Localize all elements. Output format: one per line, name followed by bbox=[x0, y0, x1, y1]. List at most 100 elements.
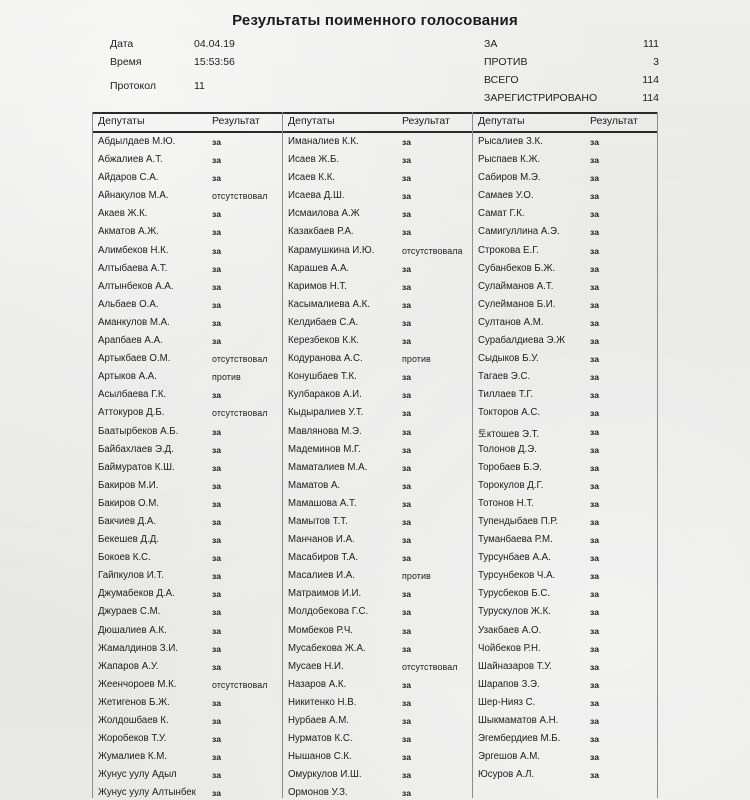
table-row: Бакиров О.М. за bbox=[92, 498, 282, 516]
table-row: Субанбеков Б.Ж. за bbox=[472, 263, 658, 281]
deputy-name: Жапаров А.У. bbox=[98, 660, 159, 672]
vote-result: за bbox=[590, 535, 600, 546]
table-row: Альбаев О.А. за bbox=[92, 299, 282, 317]
vote-result: отсутствовала bbox=[402, 245, 463, 256]
table-row: Турускулов Ж.К. за bbox=[472, 606, 658, 624]
meta-label: Дата bbox=[110, 38, 134, 50]
deputy-name: Касымалиева А.К. bbox=[288, 298, 370, 310]
deputy-name: Жеенчороев М.К. bbox=[98, 678, 177, 690]
meta-label: Протокол bbox=[110, 80, 156, 92]
vote-result: за bbox=[590, 227, 600, 238]
deputy-name: Тиллаев Т.Г. bbox=[478, 389, 534, 401]
table-row: Манчанов И.А. за bbox=[282, 534, 472, 552]
table-row: Казакбаев Р.А. за bbox=[282, 226, 472, 244]
table-row: Баймуратов К.Ш. за bbox=[92, 462, 282, 480]
vote-result: за bbox=[402, 643, 412, 654]
table-row: 토ктошев Э.Т. за bbox=[472, 426, 658, 444]
deputy-name: Маматов А. bbox=[288, 479, 341, 491]
deputy-name: Субанбеков Б.Ж. bbox=[478, 262, 556, 274]
table-row: Нурбаев А.М. за bbox=[282, 715, 472, 733]
table-row: Масалиев И.А. против bbox=[282, 570, 472, 588]
vote-result: отсутствовал bbox=[212, 354, 268, 365]
table-row: Келдибаев С.А. за bbox=[282, 317, 472, 335]
vote-result: за bbox=[590, 245, 600, 256]
meta-row: ПРОТИВ 3 bbox=[484, 56, 659, 74]
vote-result: за bbox=[402, 155, 412, 166]
vote-result: за bbox=[402, 716, 412, 726]
page-title: Результаты поименного голосования bbox=[232, 12, 518, 29]
vote-result: за bbox=[402, 408, 412, 419]
vote-result: за bbox=[402, 553, 412, 564]
vote-result: за bbox=[212, 299, 222, 310]
deputy-name: Байбахлаев Э.Д. bbox=[98, 443, 174, 455]
deputy-name: Масалиев И.А. bbox=[288, 570, 355, 582]
deputy-name: Исаев К.К. bbox=[288, 172, 336, 184]
vote-result: за bbox=[212, 317, 222, 328]
deputy-name: Мусаев Н.И. bbox=[288, 660, 344, 672]
column-divider-1 bbox=[282, 112, 283, 798]
vote-result: против bbox=[402, 354, 431, 365]
table-row: Мадеминов М.Г. за bbox=[282, 444, 472, 462]
table-row: Толонов Д.Э. за bbox=[472, 444, 658, 462]
vote-result: за bbox=[212, 227, 222, 238]
vote-result: за bbox=[402, 607, 412, 618]
meta-label: ВСЕГО bbox=[484, 74, 519, 86]
deputy-name: Шыкмаматов А.Н. bbox=[478, 715, 559, 726]
vote-result: за bbox=[212, 697, 222, 708]
deputy-name: Абдылдаев М.Ю. bbox=[98, 136, 176, 147]
deputy-name: Шайназаров Т.У. bbox=[478, 660, 552, 672]
table-row: Алимбеков Н.К. за bbox=[92, 245, 282, 263]
table-row: Дюшалиев А.К. за bbox=[92, 625, 282, 643]
table-row: Эргешов А.М. за bbox=[472, 751, 658, 769]
deputy-name: Нурматов К.С. bbox=[288, 733, 353, 745]
deputy-name: Альбаев О.А. bbox=[98, 298, 159, 310]
deputy-name: Жунус уулу Алтынбек bbox=[98, 787, 196, 799]
table-row: Байбахлаев Э.Д. за bbox=[92, 444, 282, 462]
vote-result: за bbox=[402, 191, 412, 202]
deputy-name: Карамушкина И.Ю. bbox=[288, 244, 375, 256]
deputy-name: Ормонов У.З. bbox=[288, 787, 348, 799]
deputy-name: Жоробеков Т.У. bbox=[98, 733, 167, 745]
table-row: Исаев Ж.Б. за bbox=[282, 154, 472, 172]
vote-result: за bbox=[590, 281, 600, 292]
vote-result: за bbox=[212, 390, 222, 401]
deputy-name: Дюшалиев А.К. bbox=[98, 624, 167, 636]
deputy-name: Турускулов Ж.К. bbox=[478, 606, 551, 618]
table-row: Жеенчороев М.К. отсутствовал bbox=[92, 679, 282, 697]
vote-result: отсутствовал bbox=[212, 408, 268, 419]
deputy-name: Акаев Ж.К. bbox=[98, 208, 148, 220]
vote-result: против bbox=[212, 372, 241, 383]
vote-result: за bbox=[402, 625, 412, 636]
table-row: Айнакулов М.А. отсутствовал bbox=[92, 190, 282, 208]
meta-value: 11 bbox=[194, 80, 205, 92]
column-header-deputies: Депутаты bbox=[98, 115, 145, 127]
table-row: Сыдыков Б.У. за bbox=[472, 353, 658, 371]
vote-result: за bbox=[590, 643, 600, 654]
vote-result: за bbox=[212, 734, 222, 745]
vote-result: за bbox=[590, 734, 600, 745]
deputy-name: Нышанов С.К. bbox=[288, 751, 352, 763]
table-row: Никитенко Н.В. за bbox=[282, 697, 472, 715]
vote-result: за bbox=[590, 299, 600, 310]
vote-result: за bbox=[402, 462, 412, 473]
deputy-name: Султанов А.М. bbox=[478, 316, 544, 328]
vote-result: против bbox=[402, 571, 431, 582]
table-row: Алтынбеков А.А. за bbox=[92, 281, 282, 299]
table-row: Рысалиев З.К. за bbox=[472, 136, 658, 154]
deputy-name: Джураев С.М. bbox=[98, 606, 161, 618]
meta-label: ЗАРЕГИСТРИРОВАНО bbox=[484, 92, 598, 104]
column-divider-2 bbox=[472, 112, 473, 798]
deputy-name: Артыков А.А. bbox=[98, 371, 157, 383]
deputy-name: Алтыбаева А.Т. bbox=[98, 262, 168, 274]
deputy-name: Сулайманов А.Т. bbox=[478, 280, 554, 292]
vote-meta-right: ЗА 111 ПРОТИВ 3 ВСЕГО 114 ЗАРЕГИСТРИРОВАНО 114 bbox=[484, 38, 659, 110]
table-row: Нурматов К.С. за bbox=[282, 733, 472, 751]
table-row: Касымалиева А.К. за bbox=[282, 299, 472, 317]
vote-result: за bbox=[212, 173, 222, 184]
table-row: Жумалиев К.М. за bbox=[92, 751, 282, 769]
vote-result: за bbox=[212, 788, 222, 799]
meta-label: Время bbox=[110, 56, 142, 68]
table-row: Шер-Нияз С. за bbox=[472, 697, 658, 715]
vote-result: за bbox=[212, 462, 222, 473]
table-row: Молдобекова Г.С. за bbox=[282, 606, 472, 624]
